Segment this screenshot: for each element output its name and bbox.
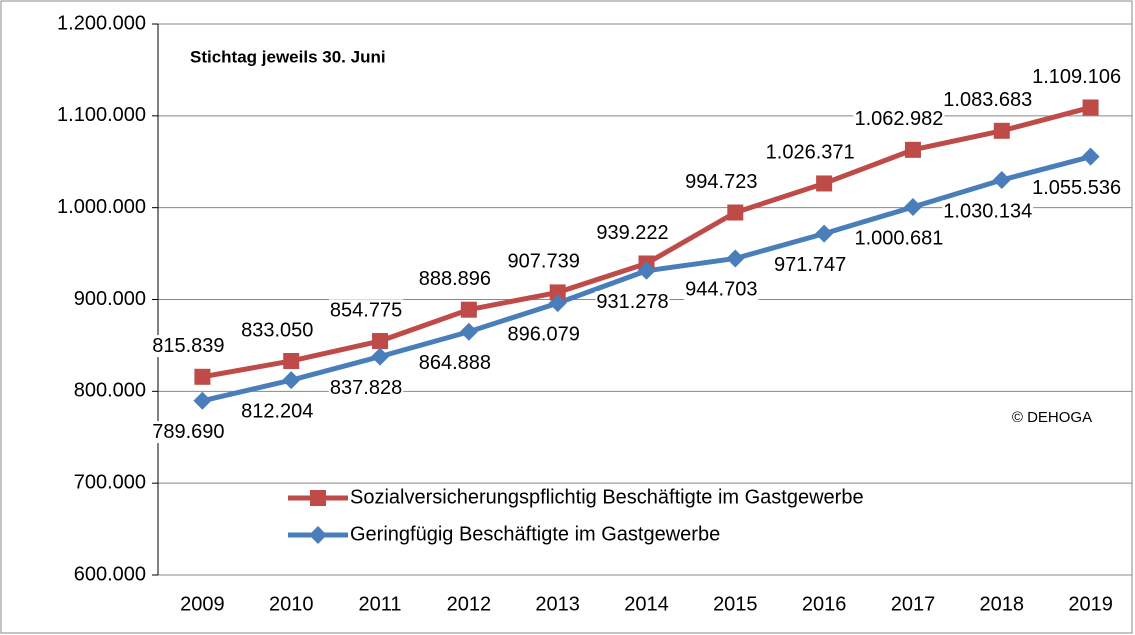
label-bg	[240, 400, 315, 423]
y-tick-label: 900.000	[74, 288, 146, 310]
data-label: 907.739	[508, 251, 580, 273]
label-bg	[684, 278, 759, 301]
data-label: 888.896	[419, 268, 491, 290]
legend-marker	[310, 490, 326, 506]
data-label: 971.747	[774, 254, 846, 276]
data-label: 931.278	[596, 291, 668, 313]
marker	[1081, 147, 1100, 166]
data-label: 864.888	[419, 352, 491, 374]
x-tick-label: 2009	[180, 593, 225, 615]
marker	[815, 224, 834, 243]
data-label: 837.828	[330, 377, 402, 399]
data-label: 939.222	[596, 222, 668, 244]
y-tick-label: 700.000	[74, 471, 146, 493]
marker	[194, 368, 211, 385]
data-label: 833.050	[241, 319, 313, 341]
marker	[726, 249, 745, 268]
label-bg	[1031, 65, 1123, 88]
data-label: 854.775	[330, 299, 402, 321]
label-bg	[417, 267, 493, 290]
data-label: 1.026.371	[766, 142, 855, 164]
label-bg	[942, 200, 1034, 223]
data-label: 896.079	[508, 323, 580, 345]
label-bg	[595, 221, 670, 244]
marker	[283, 352, 300, 369]
marker	[904, 141, 921, 158]
x-tick-label: 2018	[980, 593, 1025, 615]
data-label: 1.055.536	[1032, 177, 1121, 199]
marker	[903, 198, 922, 217]
label-bg	[417, 352, 493, 375]
x-tick-label: 2016	[802, 593, 847, 615]
marker	[371, 347, 390, 366]
annotation: © DEHOGA	[1012, 409, 1092, 426]
marker	[372, 333, 389, 350]
y-tick-label: 800.000	[74, 380, 146, 402]
data-label: 944.703	[685, 279, 757, 301]
x-tick-label: 2019	[1068, 593, 1113, 615]
label-bg	[506, 250, 581, 273]
label-bg	[151, 335, 226, 358]
marker	[992, 170, 1011, 189]
marker	[549, 284, 566, 301]
legend-label: Geringfügig Beschäftigte im Gastgewerbe	[350, 523, 720, 545]
x-tick-label: 2014	[624, 593, 669, 615]
marker	[1082, 99, 1099, 116]
x-tick-label: 2015	[713, 593, 758, 615]
legend-marker	[309, 526, 327, 544]
label-bg	[506, 323, 581, 346]
marker	[548, 294, 567, 313]
legend-label: Sozialversicherungspflichtig Beschäftigt…	[350, 486, 864, 508]
data-label: 789.690	[152, 421, 224, 443]
y-tick-label: 600.000	[74, 563, 146, 585]
label-bg	[942, 89, 1034, 112]
label-bg	[684, 170, 759, 193]
label-bg	[853, 108, 945, 131]
marker	[727, 204, 744, 221]
x-tick-label: 2012	[447, 593, 492, 615]
x-tick-label: 2010	[269, 593, 314, 615]
label-bg	[240, 319, 315, 342]
marker	[637, 261, 656, 280]
label-bg	[1031, 176, 1123, 199]
data-label: 1.083.683	[943, 89, 1032, 111]
marker	[816, 175, 833, 192]
label-bg	[764, 141, 856, 164]
x-tick-label: 2017	[891, 593, 936, 615]
data-label: 1.030.134	[943, 200, 1032, 222]
marker	[282, 371, 301, 390]
x-tick-label: 2013	[535, 593, 580, 615]
label-bg	[772, 253, 848, 276]
marker	[459, 322, 478, 341]
y-tick-label: 1.100.000	[57, 104, 146, 126]
label-bg	[595, 291, 670, 314]
data-label: 994.723	[685, 171, 757, 193]
marker	[460, 301, 477, 318]
label-bg	[151, 421, 226, 444]
data-label: 1.062.982	[854, 108, 943, 130]
data-label: 1.000.681	[854, 227, 943, 249]
annotation: Stichtag jeweils 30. Juni	[190, 47, 386, 66]
marker	[193, 391, 212, 410]
x-tick-label: 2011	[359, 593, 402, 615]
label-bg	[853, 227, 945, 250]
data-label: 815.839	[152, 335, 224, 357]
y-tick-label: 1.200.000	[57, 12, 146, 34]
y-tick-label: 1.000.000	[57, 196, 146, 218]
label-bg	[328, 376, 404, 399]
data-label: 812.204	[241, 400, 313, 422]
label-bg	[328, 299, 404, 322]
marker	[993, 122, 1010, 139]
data-label: 1.109.106	[1032, 66, 1121, 88]
